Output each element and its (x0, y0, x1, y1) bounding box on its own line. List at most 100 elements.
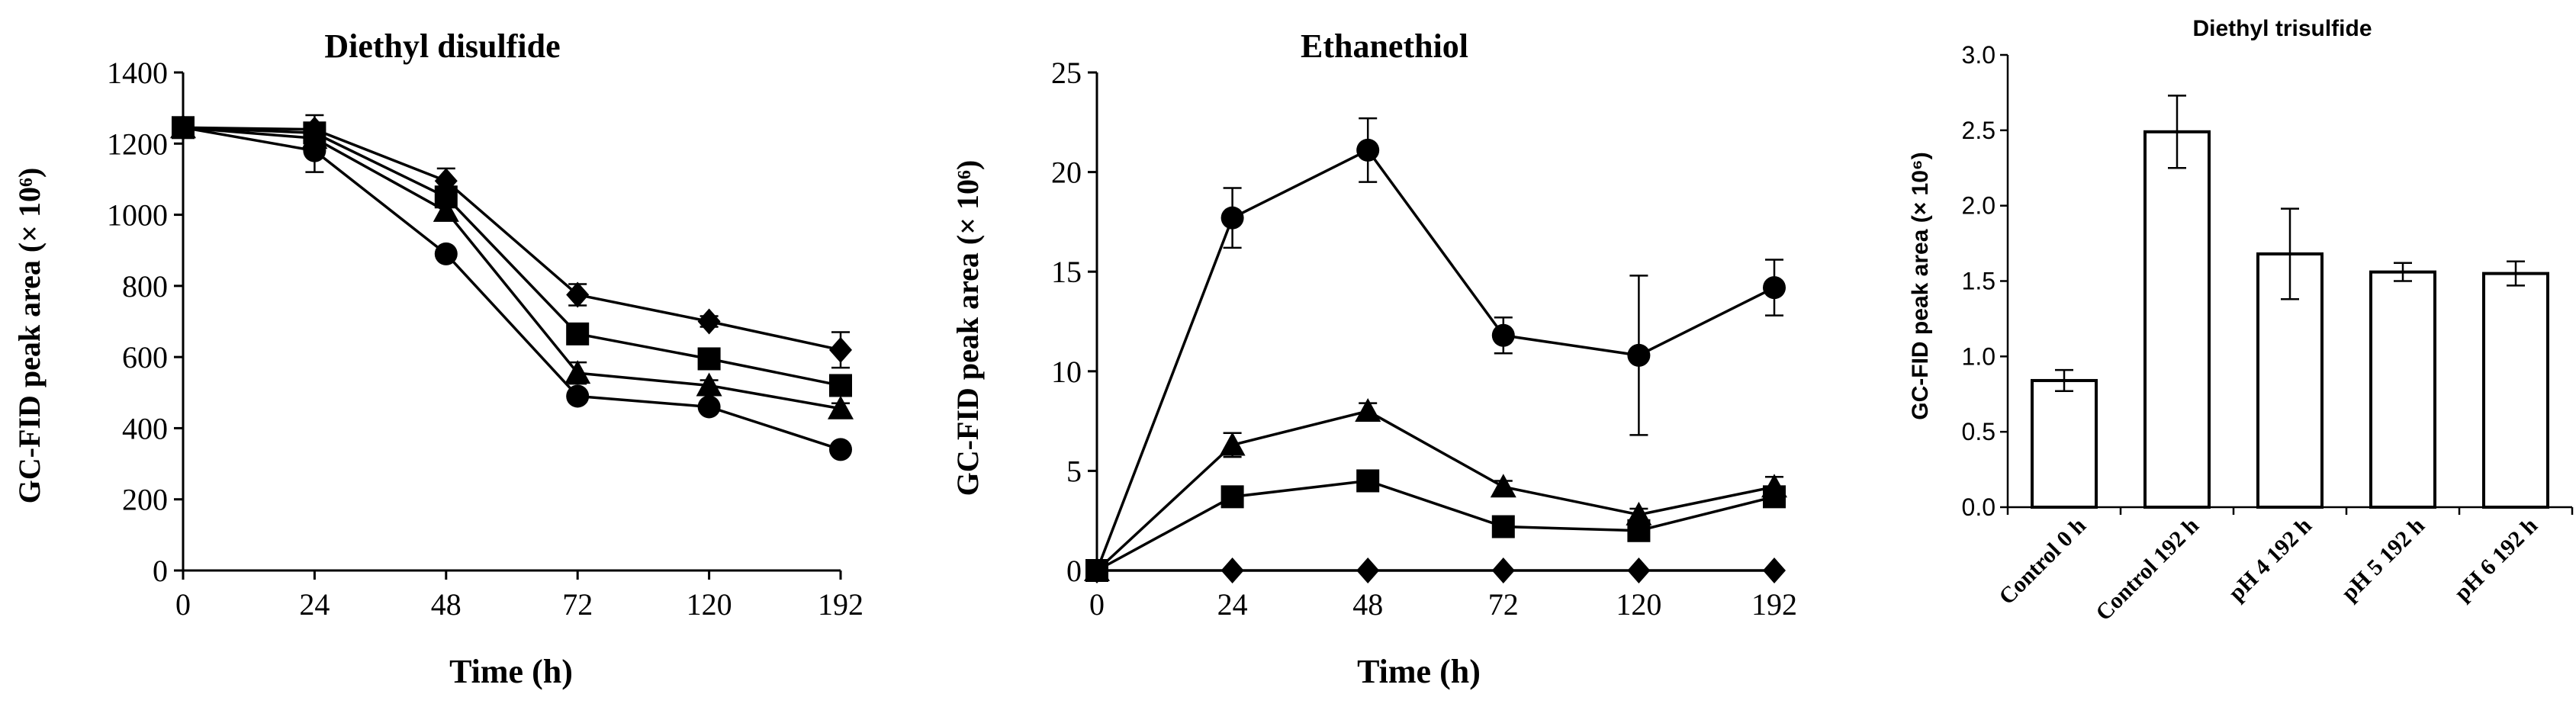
data-point (1220, 206, 1244, 230)
data-point (566, 384, 590, 408)
chart-diethyl-disulfide: Diethyl disulfide GC-FID peak area (× 10… (12, 27, 863, 690)
chart-title: Diethyl trisulfide (2192, 16, 2372, 41)
y-tick-label: 5 (1066, 454, 1082, 488)
x-tick-label: pH 6 192 h (2449, 513, 2542, 606)
x-tick-label: 192 (818, 587, 863, 622)
series-circle (172, 116, 852, 461)
data-point (829, 438, 852, 461)
series-line (1095, 410, 1775, 572)
data-point (1356, 138, 1380, 162)
data-point (566, 322, 590, 345)
y-tick-label: 800 (122, 269, 168, 304)
chart-title: Ethanethiol (1301, 27, 1468, 65)
series-line (182, 126, 841, 452)
bar (2482, 272, 2549, 509)
data-point (1219, 432, 1246, 456)
series-line (182, 126, 841, 352)
x-tick-label: pH 5 192 h (2336, 513, 2430, 606)
data-point (828, 395, 854, 419)
y-tick-label: 15 (1051, 255, 1082, 289)
series-line (182, 126, 841, 410)
y-axis-label: GC-FID peak area (× 10⁶) (12, 168, 47, 504)
data-point (1490, 474, 1516, 498)
y-tick-label: 0.0 (1962, 493, 1996, 521)
x-tick-label: 0 (1089, 587, 1105, 622)
bar (2031, 378, 2098, 509)
data-point (1356, 558, 1380, 583)
data-point (303, 139, 326, 162)
data-point (566, 281, 590, 308)
series-triangle (1084, 398, 1787, 581)
data-point (1627, 343, 1651, 367)
bar (2143, 130, 2211, 509)
x-axis-label: Time (h) (449, 653, 573, 690)
y-tick-label: 1000 (107, 198, 168, 233)
data-point (697, 347, 721, 371)
data-point (1763, 276, 1786, 300)
data-point (1355, 398, 1381, 423)
data-point (697, 308, 721, 335)
x-tick-label: 0 (175, 587, 191, 622)
data-point (829, 336, 852, 363)
y-axis-label: GC-FID peak area (× 10⁶) (950, 160, 985, 497)
y-tick-label: 20 (1051, 156, 1082, 190)
x-tick-label: 48 (1352, 587, 1383, 622)
data-point (1356, 469, 1380, 493)
chart-title: Diethyl disulfide (324, 27, 560, 65)
x-tick-label: Control 0 h (1994, 513, 2091, 609)
y-tick-label: 400 (122, 411, 168, 445)
x-tick-label: 24 (1217, 587, 1248, 622)
data-point (433, 198, 459, 222)
series-diamond (172, 114, 852, 369)
y-tick-label: 0 (1066, 554, 1082, 588)
x-tick-label: pH 4 192 h (2224, 513, 2317, 606)
data-point (1491, 515, 1515, 538)
data-point (1491, 558, 1515, 583)
y-tick-label: 0 (153, 554, 168, 588)
y-tick-label: 600 (122, 340, 168, 374)
x-tick-label: 120 (687, 587, 732, 622)
data-point (697, 395, 721, 419)
data-point (1220, 485, 1244, 509)
series-triangle (170, 114, 854, 419)
y-tick-label: 1200 (107, 127, 168, 161)
series-square (172, 116, 852, 397)
x-tick-label: 192 (1751, 587, 1797, 622)
data-point (696, 372, 722, 397)
y-axis-label: GC-FID peak area (× 10⁶) (1908, 152, 1933, 419)
y-tick-label: 3.0 (1962, 41, 1996, 69)
series-line (1096, 479, 1775, 572)
data-point (1627, 519, 1651, 542)
series-line (182, 126, 841, 387)
data-point (1220, 558, 1244, 583)
y-tick-label: 10 (1051, 355, 1082, 389)
chart-ethanethiol: Ethanethiol GC-FID peak area (× 10⁶) Tim… (950, 27, 1797, 690)
x-tick-label: 24 (299, 587, 330, 622)
bar (2369, 270, 2436, 509)
y-tick-label: 1.5 (1962, 268, 1996, 295)
series-square (1085, 469, 1786, 582)
x-axis-label: Time (h) (1357, 653, 1481, 690)
y-tick-label: 25 (1051, 56, 1082, 90)
x-tick-label: 72 (1488, 587, 1519, 622)
chart-diethyl-trisulfide: Diethyl trisulfide GC-FID peak area (× 1… (1908, 16, 2574, 626)
y-tick-label: 0.5 (1962, 418, 1996, 445)
data-point (564, 360, 591, 384)
series-line (1095, 148, 1775, 571)
x-tick-label: 48 (431, 587, 461, 622)
x-tick-label: Control 192 h (2091, 513, 2204, 625)
x-tick-label: 72 (562, 587, 593, 622)
data-point (829, 374, 852, 397)
series-circle (1085, 117, 1786, 582)
data-point (172, 116, 195, 140)
y-tick-label: 2.5 (1962, 117, 1996, 144)
data-point (1627, 558, 1651, 583)
y-tick-label: 2.0 (1962, 192, 1996, 220)
y-tick-label: 200 (122, 483, 168, 517)
series-diamond (1085, 558, 1786, 583)
data-point (1763, 558, 1786, 583)
y-tick-label: 1.0 (1962, 342, 1996, 370)
data-point (434, 242, 458, 265)
data-point (1085, 558, 1108, 583)
